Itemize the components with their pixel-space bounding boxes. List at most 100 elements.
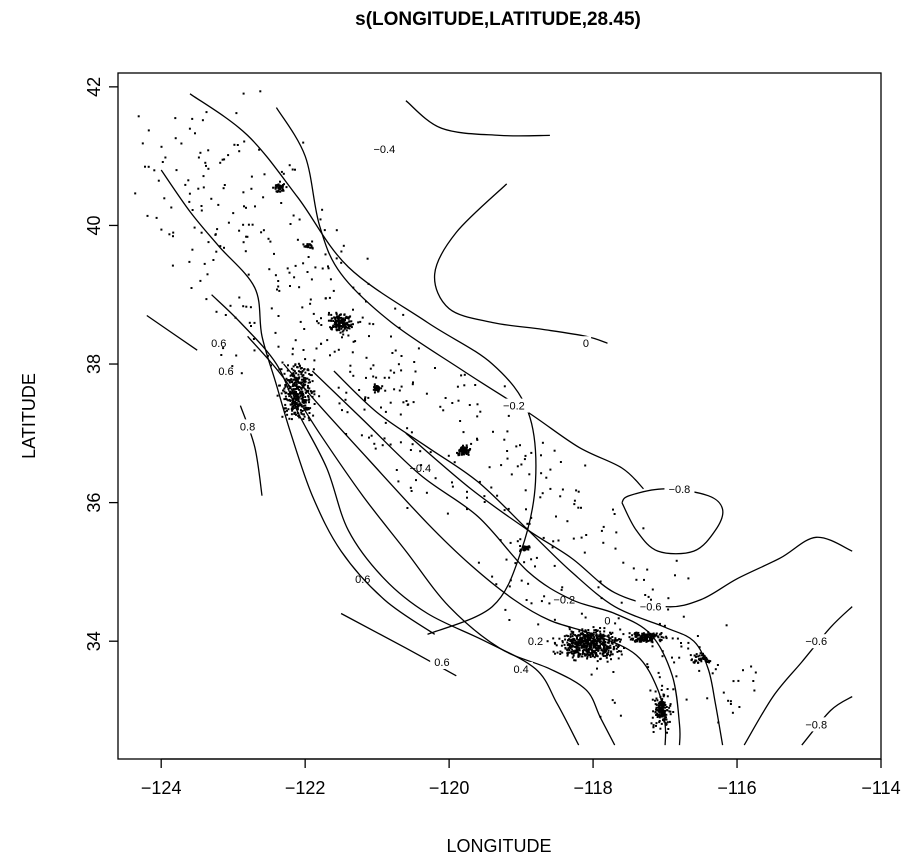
data-point	[229, 304, 232, 307]
data-point	[599, 715, 602, 718]
data-point	[291, 390, 294, 393]
data-point	[285, 377, 288, 380]
data-point	[528, 473, 531, 476]
data-point	[617, 657, 620, 660]
data-point	[695, 659, 698, 662]
data-point	[274, 187, 277, 190]
contour-label-bg	[498, 398, 529, 413]
data-point	[337, 318, 340, 321]
contour-label: −0.6	[805, 636, 827, 648]
x-tick-label: −116	[717, 778, 756, 798]
data-point	[302, 141, 305, 144]
data-point	[599, 652, 602, 655]
data-point	[617, 645, 620, 648]
data-point	[320, 342, 322, 345]
data-point	[514, 562, 517, 565]
data-point	[308, 387, 311, 390]
contour-line	[743, 606, 853, 746]
data-point	[360, 434, 363, 437]
data-point	[289, 400, 292, 402]
data-point	[327, 265, 329, 268]
data-point	[551, 546, 554, 549]
data-point	[292, 214, 295, 217]
data-point	[584, 639, 587, 642]
data-point	[290, 413, 293, 416]
data-point	[605, 647, 608, 650]
data-point	[668, 706, 671, 709]
data-point	[574, 634, 577, 637]
data-point	[599, 640, 602, 643]
data-point	[294, 379, 297, 382]
data-point	[561, 640, 564, 642]
data-point	[595, 649, 598, 652]
data-point	[520, 579, 523, 582]
data-point	[661, 710, 664, 713]
data-point	[651, 716, 654, 719]
data-point	[495, 583, 498, 586]
data-point	[310, 278, 313, 281]
data-point	[164, 156, 167, 159]
data-point	[700, 654, 703, 657]
data-point	[632, 637, 635, 640]
data-point	[287, 399, 290, 402]
data-point	[665, 718, 668, 721]
data-point	[568, 651, 571, 654]
data-point	[599, 657, 602, 660]
data-point	[301, 394, 303, 397]
data-point	[542, 536, 545, 539]
contour-label: −0.8	[669, 484, 691, 496]
data-point	[288, 387, 291, 390]
data-point	[642, 527, 645, 530]
data-point	[276, 394, 279, 397]
data-point	[147, 165, 150, 168]
data-point	[415, 479, 417, 482]
data-point	[280, 368, 283, 371]
data-point	[507, 507, 510, 510]
data-point	[618, 650, 620, 653]
data-point	[332, 289, 335, 292]
data-point	[313, 359, 316, 362]
data-point	[716, 664, 719, 666]
data-point	[593, 656, 596, 659]
data-point	[614, 547, 617, 550]
data-point	[370, 434, 373, 437]
data-point	[369, 367, 372, 370]
data-point	[603, 627, 606, 630]
data-point	[642, 636, 644, 639]
data-point	[649, 632, 652, 635]
data-point	[568, 628, 571, 631]
contour-label: −0.2	[503, 401, 525, 413]
data-point	[575, 646, 578, 648]
data-point	[342, 244, 345, 247]
data-point	[509, 579, 512, 582]
data-point	[289, 223, 292, 225]
data-point	[304, 396, 307, 398]
data-point	[661, 704, 664, 707]
contour-label: −0.4	[409, 463, 431, 475]
data-point	[247, 273, 250, 276]
data-point	[599, 627, 602, 629]
data-point	[590, 648, 593, 651]
data-point	[289, 390, 292, 393]
data-point	[577, 490, 580, 493]
data-point	[304, 407, 307, 410]
data-point	[671, 637, 674, 640]
data-point	[705, 658, 708, 661]
contour-label: 0.6	[218, 366, 233, 378]
data-point	[304, 388, 307, 391]
data-point	[572, 650, 575, 653]
data-point	[351, 351, 354, 354]
data-point	[572, 633, 575, 636]
data-point	[667, 728, 670, 730]
data-point	[554, 652, 556, 655]
data-point	[611, 653, 614, 656]
x-axis: −124 −122 −120 −118 −116 −114	[141, 758, 901, 798]
data-point	[280, 202, 283, 204]
data-point	[491, 575, 494, 578]
contour-label-bg	[549, 592, 580, 607]
data-point	[205, 111, 208, 114]
data-point	[303, 380, 306, 383]
data-point	[612, 508, 614, 511]
data-point	[519, 548, 522, 551]
data-point	[477, 561, 480, 564]
